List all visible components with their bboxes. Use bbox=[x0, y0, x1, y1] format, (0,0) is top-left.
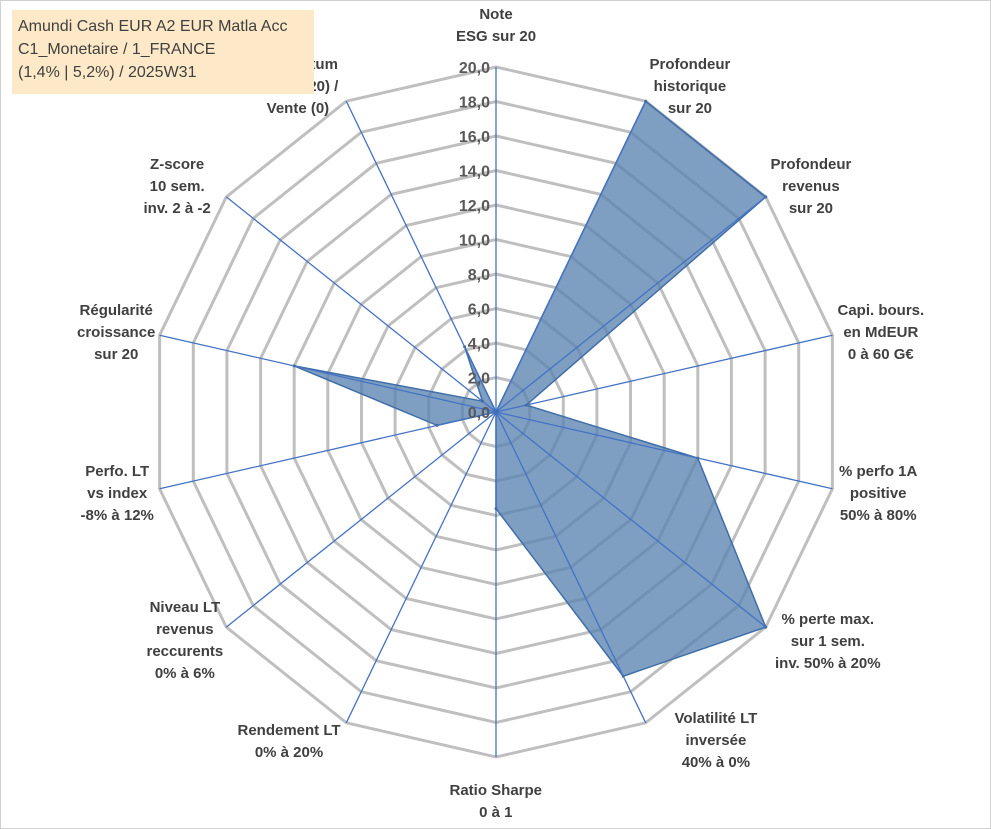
axis-label: % perfo 1A positive 50% à 80% bbox=[839, 461, 917, 527]
axis-label-line: ESG sur 20 bbox=[456, 28, 537, 45]
tick-label: 0,0 bbox=[468, 405, 490, 422]
data-point bbox=[696, 456, 700, 460]
axis-spoke bbox=[495, 334, 833, 413]
data-point bbox=[463, 345, 467, 349]
axis-label-line: -8% à 12% bbox=[80, 507, 154, 524]
axis-label-line: Capi. bours. bbox=[837, 302, 925, 319]
tick-label: 18,0 bbox=[459, 95, 490, 112]
axis-label-line: Vente (0) bbox=[266, 100, 330, 117]
axis-label-line: Niveau LT bbox=[149, 599, 221, 616]
axis-label-line: Rendement LT bbox=[237, 722, 341, 739]
axis-label-line: Profondeur bbox=[649, 56, 731, 73]
axis-label-line: 0% à 6% bbox=[154, 665, 215, 682]
axis-label: Profondeur revenus sur 20 bbox=[771, 154, 852, 220]
axis-label-line: sur 20 bbox=[94, 346, 139, 363]
axis-label: Rendement LT 0% à 20% bbox=[238, 720, 341, 764]
axis-spoke bbox=[159, 411, 497, 490]
data-point bbox=[764, 195, 768, 199]
axis-spoke bbox=[495, 100, 647, 413]
axis-label-line: Z-score bbox=[150, 156, 205, 173]
axis-label: Note ESG sur 20 bbox=[456, 4, 536, 48]
fund-title-box: Amundi Cash EUR A2 EUR Matla Acc C1_Mone… bbox=[12, 10, 314, 94]
tick-label: 4,0 bbox=[468, 336, 490, 353]
data-point bbox=[644, 99, 648, 103]
axis-label-line: positive bbox=[849, 485, 907, 502]
axis-label: Régularité croissance sur 20 bbox=[77, 300, 155, 366]
axis-label-line: Volatilité LT bbox=[674, 710, 758, 727]
axis-spoke bbox=[225, 196, 497, 413]
axis-label-line: 0 à 1 bbox=[479, 804, 513, 821]
axis-label-line: Régularité bbox=[79, 302, 153, 319]
axis-spoke bbox=[225, 411, 497, 628]
axis-label-line: Profondeur bbox=[770, 156, 852, 173]
axis-label-line: Perfo. LT bbox=[85, 463, 150, 480]
data-point bbox=[292, 364, 296, 368]
axis-label-line: 40% à 0% bbox=[681, 754, 751, 771]
axis-label-line: croissance bbox=[77, 324, 156, 341]
axis-label-line: 50% à 80% bbox=[839, 507, 917, 524]
tick-label: 14,0 bbox=[459, 164, 490, 181]
axis-label-line: en MdEUR bbox=[843, 324, 919, 341]
data-point bbox=[481, 399, 484, 403]
axis-spoke bbox=[495, 411, 767, 628]
axis-spoke bbox=[495, 196, 767, 413]
axis-label-line: inv. 50% à 20% bbox=[775, 655, 881, 672]
tick-label: 6,0 bbox=[468, 302, 490, 319]
axis-spoke bbox=[159, 334, 497, 413]
axis-label-line: inv. 2 à -2 bbox=[143, 200, 211, 217]
axis-label: Volatilité LT inversée 40% à 0% bbox=[675, 708, 758, 774]
axis-label: Perfo. LT vs index -8% à 12% bbox=[81, 461, 154, 527]
data-series-area bbox=[293, 100, 767, 678]
axis-label-line: vs index bbox=[87, 485, 148, 502]
axis-label-line: Note bbox=[479, 6, 513, 23]
axis-label: Ratio Sharpe 0 à 1 bbox=[450, 780, 543, 824]
tick-label: 8,0 bbox=[468, 267, 490, 284]
axis-label-line: 0% à 20% bbox=[254, 744, 324, 761]
axis-label-line: historique bbox=[653, 78, 727, 95]
axis-label: % perte max. sur 1 sem. inv. 50% à 20% bbox=[775, 609, 881, 675]
fund-name: Amundi Cash EUR A2 EUR Matla Acc bbox=[18, 18, 288, 35]
axis-label-line: revenus bbox=[156, 621, 214, 638]
axis-label: Profondeur historique sur 20 bbox=[650, 54, 731, 120]
axis-spoke bbox=[495, 411, 647, 724]
tick-label: 10,0 bbox=[459, 233, 490, 250]
data-point bbox=[524, 403, 528, 407]
tick-label: 12,0 bbox=[459, 198, 490, 215]
axis-label: Capi. bours. en MdEUR 0 à 60 G€ bbox=[838, 300, 925, 366]
axis-label-line: % perte max. bbox=[781, 611, 875, 628]
axis-spoke bbox=[345, 411, 497, 724]
axis-label-line: Ratio Sharpe bbox=[449, 782, 543, 799]
axis-label-line: reccurents bbox=[146, 643, 224, 660]
axis-label-line: revenus bbox=[782, 178, 840, 195]
axis-label-line: sur 20 bbox=[788, 200, 834, 217]
data-point bbox=[764, 625, 768, 629]
data-point bbox=[621, 674, 625, 678]
tick-label: 16,0 bbox=[459, 129, 490, 146]
data-point bbox=[494, 507, 498, 511]
data-point bbox=[494, 410, 498, 414]
axis-label-line: 10 sem. bbox=[149, 178, 205, 195]
axis-label-line: % perfo 1A bbox=[839, 463, 918, 480]
axis-label: Niveau LT revenus reccurents 0% à 6% bbox=[147, 597, 224, 685]
axis-label-line: inversée bbox=[685, 732, 747, 749]
axis-spoke bbox=[345, 100, 497, 413]
axis-label-line: sur 20 bbox=[667, 100, 713, 117]
axis-label-line: 0 à 60 G€ bbox=[847, 346, 914, 363]
axis-label: Z-score 10 sem. inv. 2 à -2 bbox=[144, 154, 211, 220]
axis-label-line: sur 1 sem. bbox=[790, 633, 865, 650]
tick-label: 2,0 bbox=[468, 371, 490, 388]
tick-label: 20,0 bbox=[459, 60, 490, 77]
fund-stats: (1,4% | 5,2%) / 2025W31 bbox=[18, 64, 197, 81]
data-point bbox=[435, 423, 439, 427]
fund-category: C1_Monetaire / 1_FRANCE bbox=[18, 41, 216, 58]
axis-spoke bbox=[495, 411, 833, 490]
